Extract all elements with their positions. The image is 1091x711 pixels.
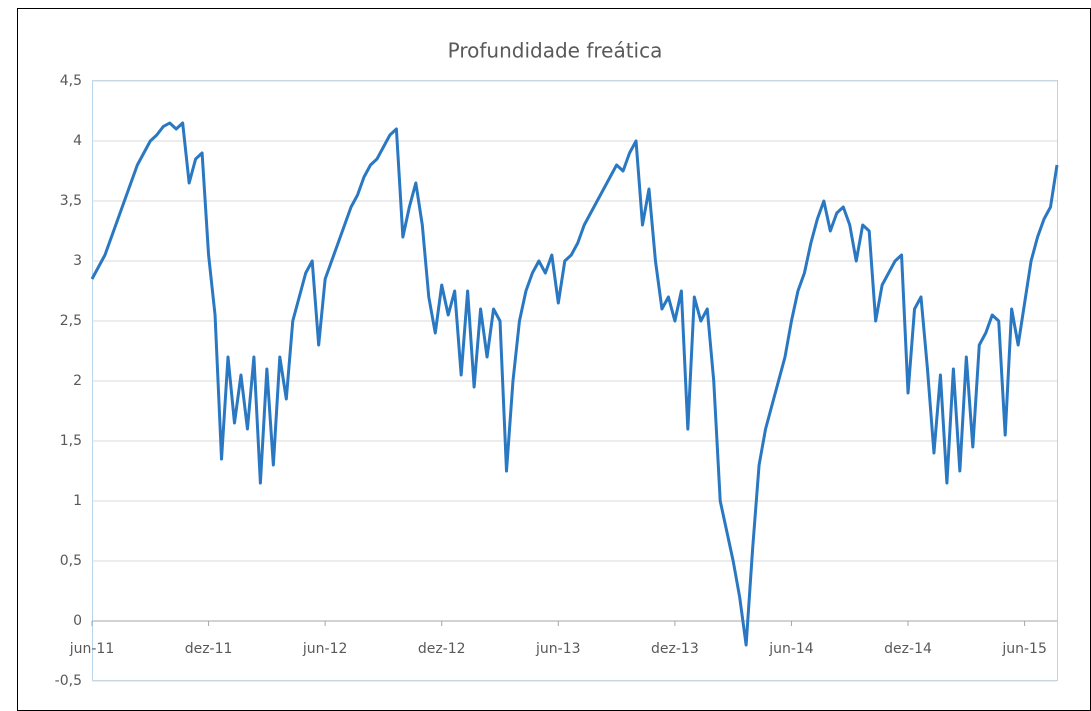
data-line (90, 121, 1059, 647)
y-tick-label: 3 (73, 253, 82, 269)
x-tick-label: jun-12 (302, 641, 348, 657)
y-tick-label: 2,5 (60, 313, 82, 329)
x-tick-label: dez-12 (418, 641, 466, 657)
y-tick-label: 1 (73, 493, 82, 509)
frame (17, 8, 1091, 711)
y-tick-label: 4 (73, 133, 82, 149)
x-tick-label: jun-14 (768, 641, 814, 657)
y-tick-label: 3,5 (60, 193, 82, 209)
x-tick-label: jun-15 (1001, 641, 1047, 657)
y-tick-label: 0 (73, 613, 82, 629)
y-tick-label: -0,5 (55, 673, 82, 689)
y-tick-label: 2 (73, 373, 82, 389)
x-tick-label: jun-11 (69, 641, 115, 657)
x-tick-label: dez-11 (185, 641, 233, 657)
x-tick-label: dez-13 (651, 641, 699, 657)
chart-title: Profundidade freática (448, 39, 663, 63)
x-tick-label: dez-14 (884, 641, 932, 657)
x-tick-label: jun-13 (535, 641, 581, 657)
y-tick-label: 1,5 (60, 433, 82, 449)
y-tick-label: 0,5 (60, 553, 82, 569)
y-tick-label: 4,5 (60, 73, 82, 89)
